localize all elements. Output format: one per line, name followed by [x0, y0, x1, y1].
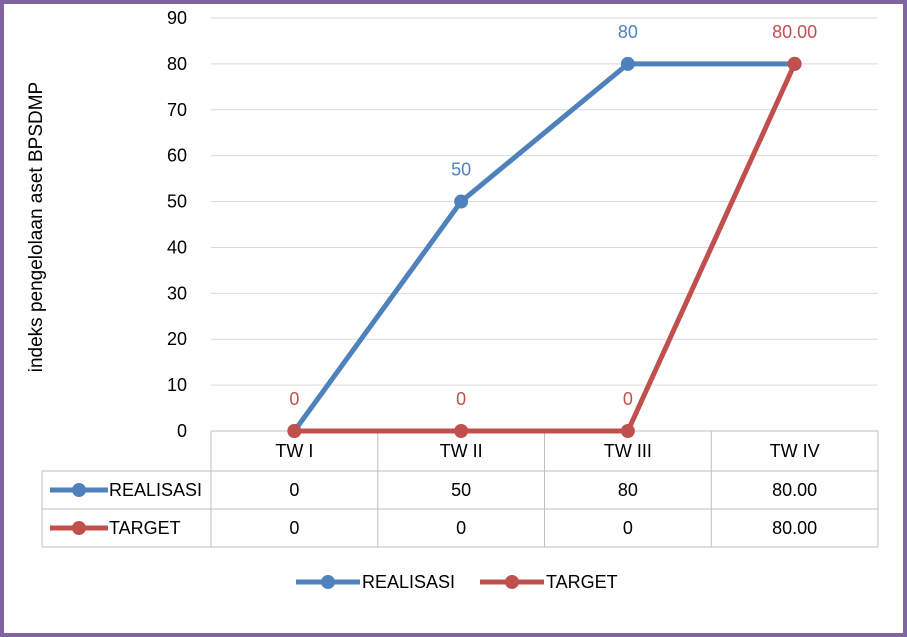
series-line-realisasi — [291, 61, 798, 434]
data-table: TW I TW II TW III TW IV REALISASI 0 50 80 80.00 T… — [41, 430, 879, 548]
table-legend-key-marker — [72, 483, 86, 497]
table-cell: 0 — [456, 518, 466, 538]
legend-label: REALISASI — [362, 572, 455, 592]
table-cell: 0 — [289, 480, 299, 500]
table-legend-key-marker — [72, 521, 86, 535]
data-labels: 50 80 0 0 0 80.00 — [289, 22, 817, 409]
table-cell: 50 — [451, 480, 471, 500]
data-label-realisasi: 50 — [451, 160, 471, 180]
series-lines — [291, 61, 798, 434]
y-tick-label-30: 30 — [167, 283, 187, 303]
line-chart: indeks pengelolaan aset BPSDMP 0 10 20 30 40… — [26, 8, 879, 592]
legend: REALISASI TARGET — [296, 572, 618, 592]
data-point-realisasi — [454, 194, 469, 209]
table-series-name: REALISASI — [109, 480, 202, 500]
data-point-realisasi — [620, 56, 635, 71]
legend-key-marker — [321, 575, 335, 589]
data-point-target — [787, 56, 802, 71]
data-label-target: 0 — [289, 389, 299, 409]
y-tick-label-90: 90 — [167, 8, 187, 28]
y-tick-label-70: 70 — [167, 100, 187, 120]
table-cell: 80.00 — [772, 518, 817, 538]
data-label-target: 0 — [456, 389, 466, 409]
x-tick-label: TW IV — [770, 441, 820, 461]
data-point-target — [454, 424, 469, 438]
legend-key-marker — [505, 575, 519, 589]
table-cell: 0 — [623, 518, 633, 538]
data-label-target: 0 — [623, 389, 633, 409]
x-tick-label: TW III — [604, 441, 652, 461]
y-axis-label: indeks pengelolaan aset BPSDMP — [26, 82, 47, 372]
y-tick-label-60: 60 — [167, 146, 187, 166]
data-point-target — [620, 424, 635, 438]
gridlines — [211, 17, 878, 432]
data-label-realisasi: 80 — [618, 22, 638, 42]
y-tick-label-50: 50 — [167, 192, 187, 212]
series-line-target — [291, 61, 798, 434]
x-tick-label: TW I — [275, 441, 313, 461]
data-label-target: 80.00 — [772, 22, 817, 42]
y-tick-label-20: 20 — [167, 329, 187, 349]
y-tick-label-0: 0 — [177, 421, 187, 441]
y-axis-ticks: 0 10 20 30 40 50 60 70 80 90 — [167, 8, 187, 441]
table-cell: 0 — [289, 518, 299, 538]
table-series-name: TARGET — [109, 518, 181, 538]
table-cell: 80.00 — [772, 480, 817, 500]
y-tick-label-10: 10 — [167, 375, 187, 395]
data-point-target — [287, 424, 302, 438]
y-tick-label-80: 80 — [167, 54, 187, 74]
x-tick-label: TW II — [440, 441, 483, 461]
series-points — [287, 56, 802, 438]
y-tick-label-40: 40 — [167, 237, 187, 257]
legend-label: TARGET — [546, 572, 618, 592]
table-cell: 80 — [618, 480, 638, 500]
